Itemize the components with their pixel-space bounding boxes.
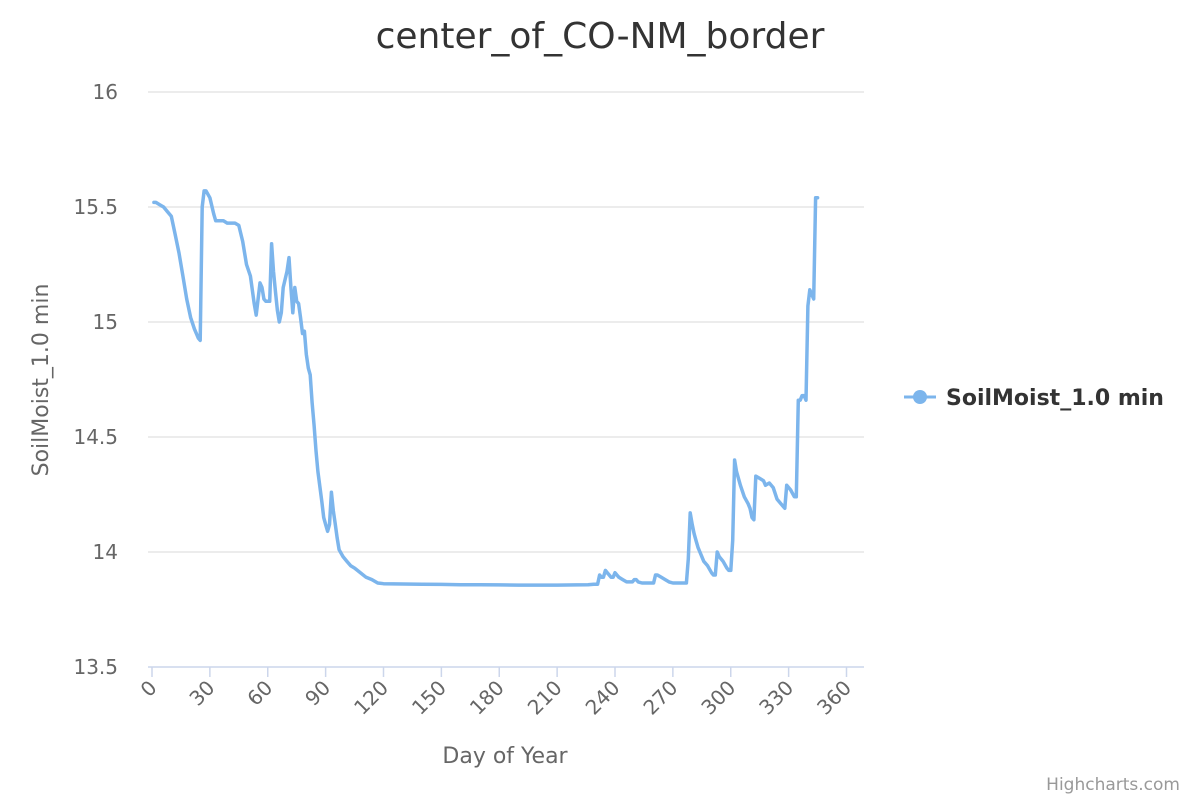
- x-axis-title: Day of Year: [442, 744, 568, 769]
- x-tick-label: 90: [300, 676, 335, 711]
- y-tick-label: 15: [93, 310, 118, 334]
- series-group: [152, 189, 820, 587]
- credits-link[interactable]: Highcharts.com: [1046, 775, 1180, 795]
- x-tick-label: 240: [581, 676, 625, 720]
- y-axis-tick-labels: 13.5 14 14.5 15 15.5 16: [73, 80, 118, 679]
- y-tick-label: 14: [93, 540, 118, 564]
- x-tick-label: 270: [638, 676, 682, 720]
- x-tick-label: 300: [696, 676, 740, 720]
- y-tick-label: 14.5: [73, 425, 118, 449]
- y-tick-label: 15.5: [73, 195, 118, 219]
- x-tick-label: 360: [812, 676, 856, 720]
- x-tick-label: 30: [184, 676, 219, 711]
- chart-title: center_of_CO-NM_border: [376, 16, 825, 57]
- legend-item-label[interactable]: SoilMoist_1.0 min: [946, 386, 1164, 411]
- x-axis-tick-marks: [151, 667, 848, 677]
- x-tick-label: 210: [523, 676, 567, 720]
- legend-marker: [913, 390, 927, 404]
- x-tick-label: 150: [407, 676, 451, 720]
- legend[interactable]: SoilMoist_1.0 min: [904, 386, 1164, 411]
- gridlines: [148, 91, 864, 553]
- x-tick-label: 120: [349, 676, 393, 720]
- y-tick-label: 13.5: [73, 655, 118, 679]
- x-axis-tick-labels: 0 30 60 90 120 150 180 210 240 270 300 330 360: [136, 676, 856, 720]
- y-tick-label: 16: [93, 80, 118, 104]
- x-tick-label: 0: [136, 676, 162, 702]
- x-tick-label: 60: [242, 676, 277, 711]
- series-line[interactable]: [152, 189, 820, 587]
- x-tick-label: 180: [465, 676, 509, 720]
- y-axis-title: SoilMoist_1.0 min: [29, 284, 54, 477]
- x-tick-label: 330: [754, 676, 798, 720]
